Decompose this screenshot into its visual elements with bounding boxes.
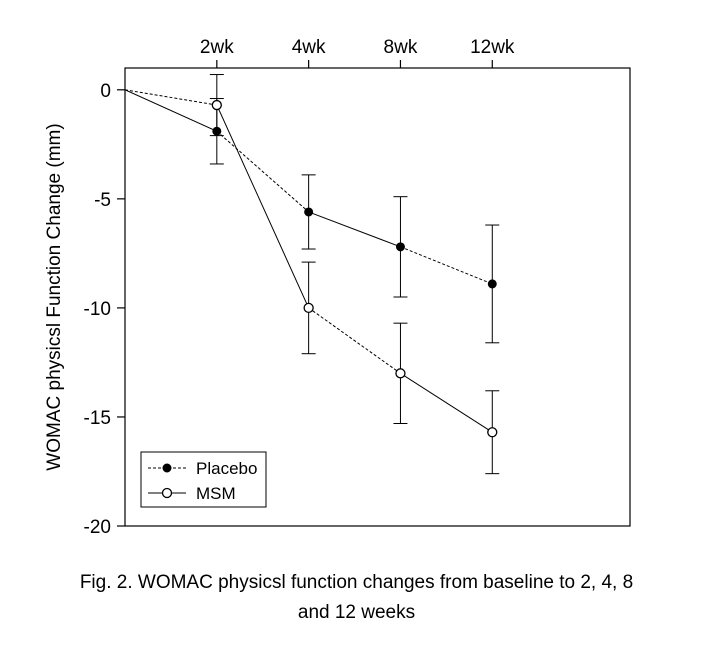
placebo-point-2 bbox=[304, 207, 314, 217]
legend-msm-label: MSM bbox=[196, 484, 236, 503]
msm-point-4 bbox=[487, 427, 498, 438]
caption-line-2: and 12 weeks bbox=[297, 602, 416, 623]
msm-segment-3 bbox=[400, 372, 493, 433]
figure-caption: Fig. 2. WOMAC physicsl function changes … bbox=[0, 568, 713, 628]
y-tick-label-3: -15 bbox=[84, 408, 111, 429]
placebo-point-3 bbox=[395, 242, 405, 252]
legend-placebo-marker bbox=[162, 463, 172, 473]
x-tick-label-0: 2wk bbox=[200, 37, 234, 58]
x-tick-label-1: 4wk bbox=[292, 37, 326, 58]
y-tick-label-1: -5 bbox=[94, 190, 111, 211]
msm-segment-2 bbox=[308, 307, 401, 374]
placebo-point-4 bbox=[487, 279, 497, 289]
axis-ticks: 0 -5 -10 -15 -20 2wk 4wk 8wk 12wk bbox=[84, 37, 515, 538]
y-axis-label: WOMAC physicsl Function Change (mm) bbox=[44, 123, 65, 470]
legend-msm-marker bbox=[161, 487, 173, 499]
data-series bbox=[124, 74, 500, 475]
legend-placebo-label: Placebo bbox=[196, 459, 257, 478]
y-tick-label-0: 0 bbox=[100, 81, 111, 102]
placebo-segment-0 bbox=[124, 89, 218, 132]
placebo-point-1 bbox=[212, 126, 222, 136]
msm-point-3 bbox=[395, 368, 406, 379]
msm-segment-0 bbox=[124, 89, 217, 106]
placebo-segment-1 bbox=[216, 130, 309, 213]
msm-point-2 bbox=[303, 302, 314, 314]
msm-segment-1 bbox=[216, 104, 310, 309]
chart: 0 -5 -10 -15 -20 2wk 4wk 8wk 12wk WOMAC physicsl… bbox=[44, 37, 631, 538]
placebo-segment-2 bbox=[308, 211, 401, 248]
plot-frame bbox=[124, 67, 631, 527]
x-tick-label-2: 8wk bbox=[384, 37, 418, 58]
caption-line-1: Fig. 2. WOMAC physicsl function changes … bbox=[79, 572, 634, 593]
y-tick-label-4: -20 bbox=[84, 517, 111, 538]
y-tick-label-2: -10 bbox=[84, 299, 111, 320]
legend: Placebo MSM bbox=[140, 451, 267, 508]
x-tick-label-3: 12wk bbox=[470, 37, 515, 58]
legend-box bbox=[140, 451, 267, 508]
msm-point-1 bbox=[211, 99, 222, 111]
placebo-segment-3 bbox=[400, 246, 493, 285]
